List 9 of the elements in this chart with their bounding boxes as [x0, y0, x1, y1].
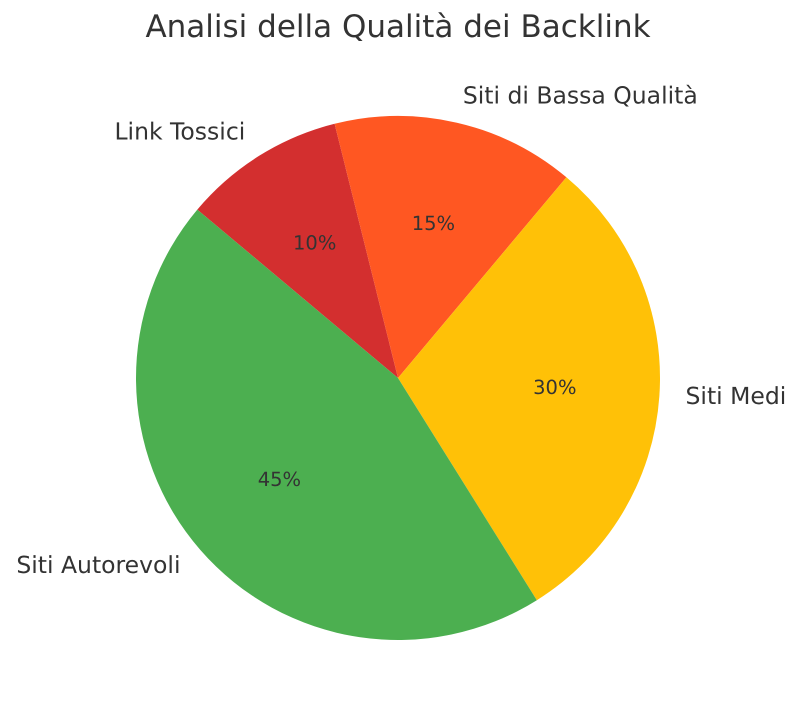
- data-label: 15%: [412, 212, 456, 235]
- slice-label: Link Tossici: [114, 118, 246, 146]
- data-label: 10%: [293, 232, 336, 255]
- slice-label: Siti Autorevoli: [16, 551, 180, 580]
- data-label: 45%: [258, 468, 302, 492]
- slice-label: Siti di Bassa Qualità: [462, 81, 698, 110]
- chart-title: Analisi della Qualità dei Backlink: [145, 9, 651, 46]
- data-label: 30%: [533, 376, 576, 400]
- slice-label: Siti Medi: [686, 382, 786, 410]
